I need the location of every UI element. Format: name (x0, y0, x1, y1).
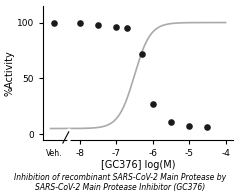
Point (52, 21, 56, 24)
Point (78, 21, 82, 24)
Point (114, 25, 118, 29)
Point (125, 27, 129, 30)
Point (187, 125, 191, 128)
Point (140, 52, 144, 55)
Point (96, 23, 100, 26)
Text: Veh.: Veh. (46, 149, 62, 158)
Point (205, 126, 209, 129)
Point (169, 120, 173, 123)
Text: Inhibition of recombinant SARS-CoV-2 Main Protease by
SARS-CoV-2 Main Protease I: Inhibition of recombinant SARS-CoV-2 Mai… (14, 173, 226, 192)
X-axis label: [GC376] log(M): [GC376] log(M) (101, 160, 175, 171)
Y-axis label: %Activity: %Activity (4, 50, 14, 96)
Point (151, 102, 155, 106)
